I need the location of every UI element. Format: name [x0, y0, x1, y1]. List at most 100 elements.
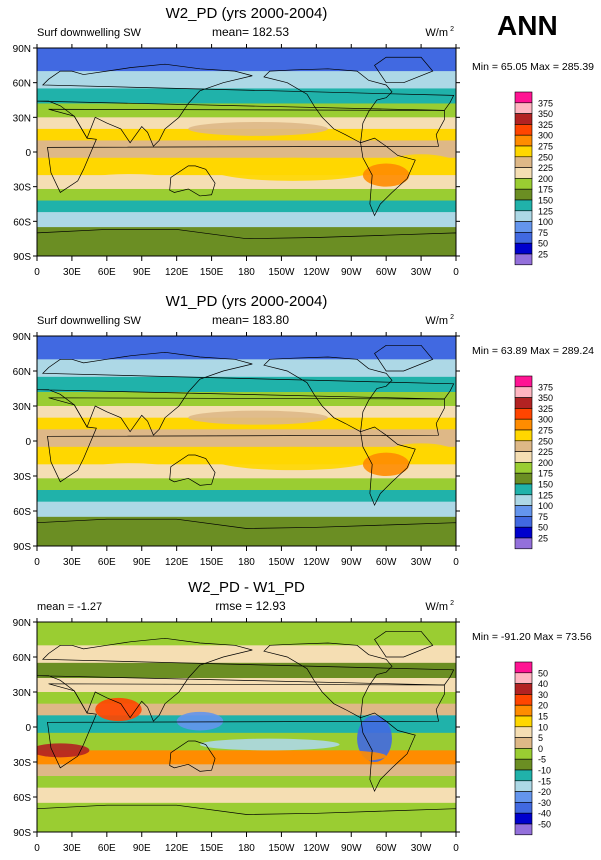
legend-swatch [514, 462, 533, 474]
legend-swatch [514, 91, 533, 104]
legend-label: 250 [538, 152, 553, 162]
legend-swatch [514, 505, 533, 517]
lon-tick-label: 150W [268, 267, 295, 278]
legend-label: 250 [538, 436, 553, 446]
legend-label: 50 [538, 668, 548, 678]
field-feature [83, 463, 177, 478]
legend-swatch [514, 494, 533, 506]
legend-swatch [514, 397, 533, 409]
coastline [37, 351, 455, 436]
lat-tick-label: 60S [13, 793, 31, 804]
coastline [37, 229, 456, 256]
field-band [37, 692, 456, 705]
legend-swatch [514, 812, 533, 825]
map-field [37, 48, 456, 256]
lon-tick-label: 0 [34, 267, 40, 278]
lon-tick-label: 90E [133, 843, 151, 854]
field-feature [95, 697, 142, 722]
lat-tick-label: 90N [13, 618, 31, 629]
lat-tick-label: 0 [25, 437, 31, 448]
legend-swatch [514, 386, 533, 398]
legend-swatch [514, 516, 533, 528]
coastline [263, 356, 393, 433]
lat-tick-label: 30S [13, 758, 31, 769]
lon-tick-label: 60W [376, 557, 397, 568]
lat-tick-label: 90S [13, 252, 31, 263]
legend-label: -5 [538, 755, 546, 765]
legend-label: 25 [538, 534, 548, 544]
legend-label: 225 [538, 163, 553, 173]
legend-swatch [514, 188, 533, 201]
legend-label: 375 [538, 98, 553, 108]
field-band [37, 48, 456, 72]
lon-tick-label: 60E [98, 267, 116, 278]
legend-swatch [514, 661, 533, 674]
legend-swatch [514, 726, 533, 738]
coastline [360, 137, 416, 217]
minmax-label: Min = -91.20 Max = 73.56 [472, 631, 592, 643]
legend-swatch [514, 102, 533, 114]
legend-label: 100 [538, 217, 553, 227]
legend-label: 200 [538, 458, 553, 468]
field-band [37, 376, 456, 393]
field-feature [176, 711, 224, 731]
coastline [374, 344, 434, 372]
legend-label: 150 [538, 196, 553, 206]
lon-tick-label: 0 [34, 843, 40, 854]
field-feature [188, 121, 328, 136]
legend-label: 40 [538, 679, 548, 689]
field-feature [357, 715, 392, 763]
legend-label: 10 [538, 722, 548, 732]
lon-tick-label: 120E [165, 267, 189, 278]
field-band [37, 715, 456, 734]
lon-tick-label: 0 [34, 557, 40, 568]
season-label: ANN [497, 10, 558, 41]
legend-label: -40 [538, 809, 551, 819]
legend-swatch [514, 715, 533, 728]
legend-swatch [514, 704, 533, 717]
lon-tick-label: 120W [303, 267, 330, 278]
lon-tick-label: 0 [453, 557, 459, 568]
lat-tick-label: 30S [13, 183, 31, 194]
legend-swatch [514, 694, 533, 706]
legend-swatch [514, 537, 533, 550]
field-band [37, 71, 456, 89]
legend-swatch [514, 232, 533, 244]
field-band [37, 490, 456, 503]
legend-label: 175 [538, 469, 553, 479]
lon-tick-label: 90E [133, 557, 151, 568]
legend-swatch [514, 737, 533, 749]
field-band [37, 802, 456, 832]
legend-swatch [514, 769, 533, 782]
chart-panel-1: W2_PD (yrs 2000-2004) Surf downwelling SW… [13, 5, 595, 278]
lon-tick-label: 120W [303, 557, 330, 568]
field-feature [211, 157, 375, 181]
legend-swatch [514, 429, 533, 442]
legend-swatch [514, 440, 533, 452]
coastline [169, 740, 216, 772]
lon-tick-label: 60E [98, 843, 116, 854]
legend-swatch [514, 451, 533, 463]
panel-title: W1_PD (yrs 2000-2004) [166, 293, 328, 310]
lon-tick-label: 30E [63, 267, 81, 278]
field-feature [37, 743, 90, 758]
legend-swatch [514, 802, 533, 814]
coastline [360, 426, 416, 507]
legend-swatch [514, 748, 533, 760]
panel-units-exponent: 2 [450, 314, 454, 321]
field-feature [293, 750, 387, 763]
legend-label: 225 [538, 447, 553, 457]
field-band [37, 787, 456, 804]
panel-center-label: mean= 183.80 [212, 313, 289, 327]
legend-label: 5 [538, 733, 543, 743]
legend-swatch [514, 375, 533, 388]
coastline [37, 637, 455, 722]
field-band [37, 140, 456, 159]
legend-label: 300 [538, 131, 553, 141]
lat-tick-label: 0 [25, 723, 31, 734]
lat-tick-label: 90N [13, 44, 31, 55]
panel-center-label: mean= 182.53 [212, 25, 289, 39]
field-band [37, 359, 456, 378]
legend-swatch [514, 221, 533, 233]
